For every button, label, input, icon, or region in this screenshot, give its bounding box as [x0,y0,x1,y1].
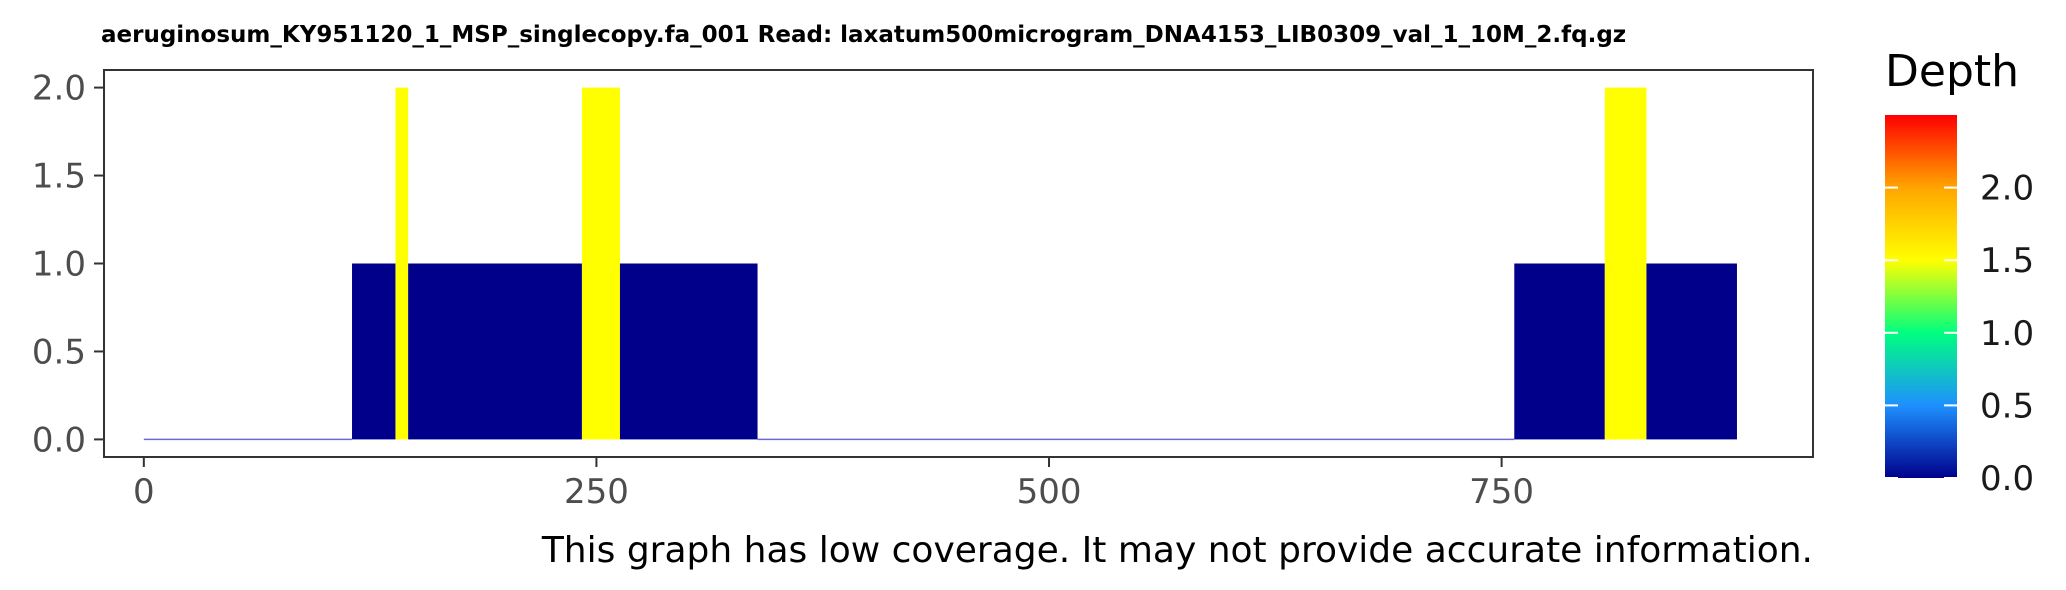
y-tick-label-1.0: 1.0 [32,245,86,285]
y-tick-label-0.5: 0.5 [32,332,86,372]
x-tick-label-500: 500 [1017,472,1082,512]
coverage-segment-2 [395,87,409,440]
legend-label-0.0: 0.0 [1980,459,2034,499]
x-tick-label-750: 750 [1469,472,1534,512]
legend-label-1.0: 1.0 [1980,314,2034,354]
legend-label-2.0: 2.0 [1980,169,2034,209]
legend-label-1.5: 1.5 [1980,241,2034,281]
coverage-segment-4 [581,87,620,440]
coverage-segment-3 [408,263,582,440]
y-tick-label-0.0: 0.0 [32,420,86,460]
coverage-bars [143,87,1737,441]
y-tick-label-1.5: 1.5 [32,157,86,197]
y-tick-label-2.0: 2.0 [32,69,86,109]
x-tick-label-250: 250 [564,472,629,512]
x-tick-label-0: 0 [133,472,155,512]
legend-title: Depth [1885,46,2019,97]
legend-label-0.5: 0.5 [1980,386,2034,426]
y-axis: 0.0 0.5 1.0 1.5 2.0 [32,69,104,460]
coverage-segment-5 [619,263,758,440]
coverage-segment-8 [1604,87,1647,440]
chart-title: aeruginosum_KY951120_1_MSP_singlecopy.fa… [101,22,1626,48]
x-axis: 0 250 500 750 [133,457,1534,512]
low-coverage-caption: This graph has low coverage. It may not … [541,530,1813,571]
coverage-segment-7 [1514,263,1605,440]
legend-colorbar [1885,115,1957,478]
coverage-segment-1 [352,263,396,440]
coverage-segment-9 [1646,263,1737,440]
depth-legend: Depth 0.0 0.5 1.0 1.5 2.0 [1885,46,2034,499]
